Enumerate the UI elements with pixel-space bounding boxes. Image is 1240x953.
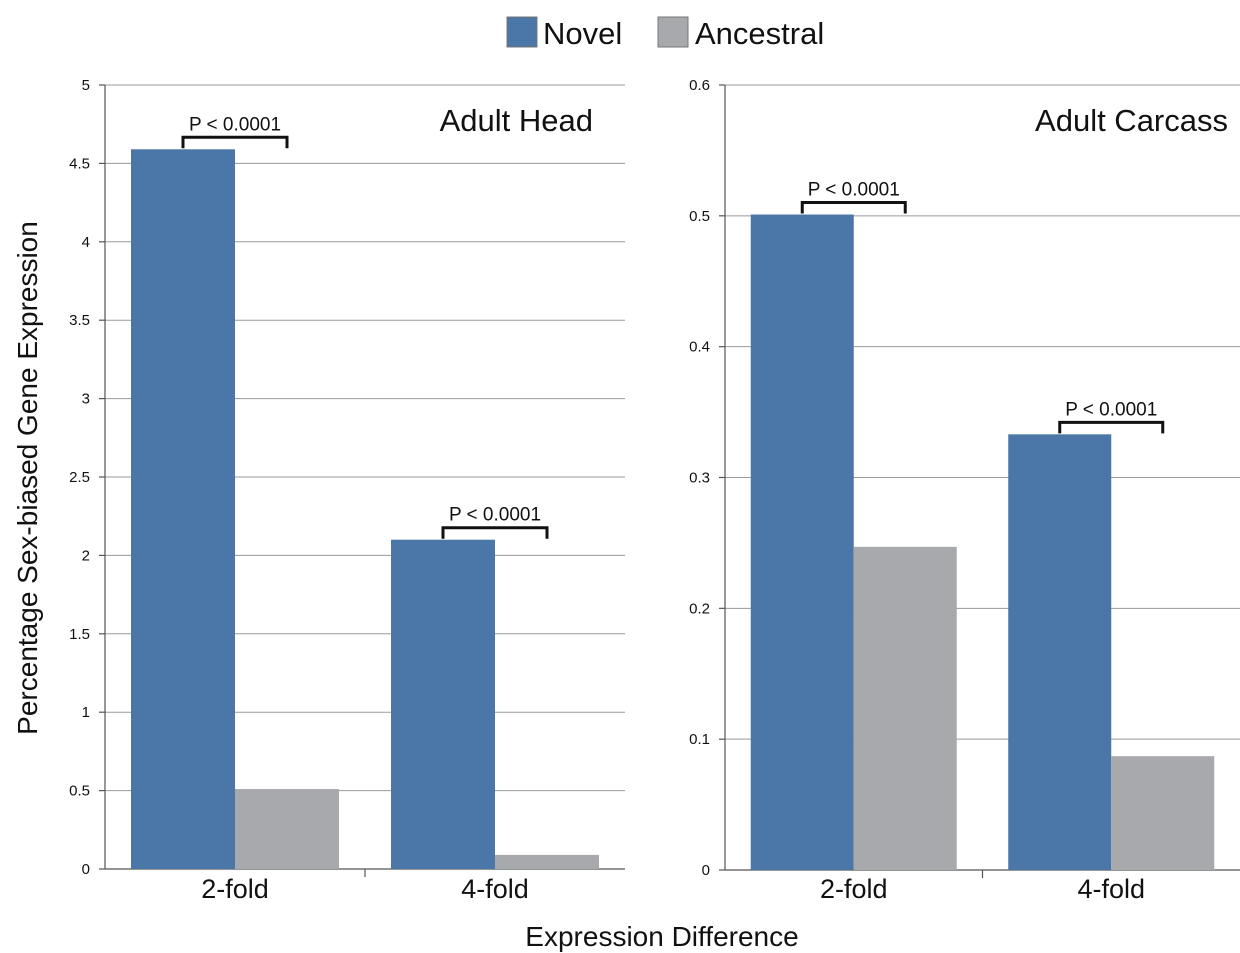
y-tick-label: 0	[82, 861, 90, 878]
bar-ancestral-2-fold	[853, 546, 957, 870]
y-axis-title: Percentage Sex-biased Gene Expression	[12, 221, 43, 735]
p-value-label: P < 0.0001	[808, 180, 900, 201]
x-tick-label: 4-fold	[461, 874, 529, 904]
y-tick-label: 2.5	[69, 469, 90, 486]
significance-bracket	[800, 201, 907, 214]
y-tick-label: 3	[82, 391, 90, 408]
y-tick-label: 2	[82, 547, 90, 564]
y-tick-label: 4	[82, 234, 90, 251]
y-tick-label: 0.3	[689, 470, 710, 487]
x-axis-title: Expression Difference	[525, 921, 798, 952]
y-tick-label: 0.2	[689, 600, 710, 617]
panel-title: Adult Head	[440, 103, 593, 138]
y-tick-label: 0.1	[689, 731, 710, 748]
legend-swatch-novel	[506, 16, 538, 48]
y-tick-label: 1	[82, 704, 90, 721]
panel-adult-head: 0 0.5 1 1.5 2 2.5 3 3.5 4 4.5 5 Adult Head 2-fold P <…	[69, 77, 625, 904]
panel-title: Adult Carcass	[1035, 103, 1228, 138]
x-tick-label: 2-fold	[820, 874, 888, 904]
panel-adult-carcass: 0 0.1 0.2 0.3 0.4 0.5 0.6 Adult Carcass 2-fold P …	[689, 77, 1240, 904]
legend-label-novel: Novel	[543, 16, 622, 51]
y-tick-label: 1.5	[69, 626, 90, 643]
y-tick-label: 5	[82, 77, 90, 94]
legend-swatch-ancestral	[657, 16, 689, 48]
bar-novel-4-fold	[1008, 434, 1112, 870]
significance-bracket	[1058, 420, 1165, 434]
legend-label-ancestral: Ancestral	[695, 16, 824, 51]
p-value-label: P < 0.0001	[1065, 399, 1157, 420]
y-tick-label: 0.5	[69, 783, 90, 800]
y-tick-label: 0	[702, 862, 710, 879]
bar-ancestral-2-fold	[235, 789, 339, 869]
y-tick-label: 4.5	[69, 155, 90, 172]
y-tick-label: 0.5	[689, 208, 710, 225]
p-value-label: P < 0.0001	[449, 505, 541, 526]
significance-bracket	[181, 135, 289, 149]
p-value-label: P < 0.0001	[189, 114, 281, 135]
y-tick-label: 0.4	[689, 339, 710, 356]
bar-ancestral-4-fold	[1111, 756, 1215, 870]
bar-novel-4-fold	[391, 539, 495, 869]
y-tick-label: 0.6	[689, 77, 710, 94]
legend: Novel Ancestral	[506, 16, 824, 51]
significance-bracket	[441, 526, 549, 539]
bar-novel-2-fold	[131, 149, 235, 870]
y-tick-label: 3.5	[69, 312, 90, 329]
x-tick-label: 4-fold	[1077, 874, 1145, 904]
x-tick-label: 2-fold	[201, 874, 269, 904]
bar-ancestral-4-fold	[495, 854, 599, 869]
bar-novel-2-fold	[750, 214, 854, 870]
